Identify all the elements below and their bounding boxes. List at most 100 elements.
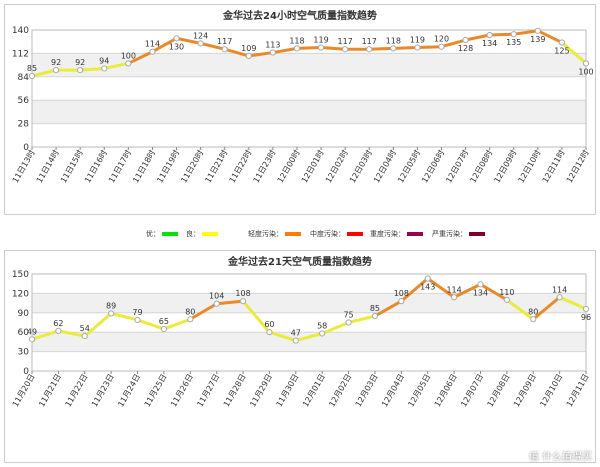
data-point xyxy=(345,319,352,326)
plot-band xyxy=(32,100,586,124)
data-label: 113 xyxy=(265,41,280,50)
plot-band xyxy=(32,123,586,147)
plot-area xyxy=(31,273,587,372)
data-label: 89 xyxy=(106,301,116,310)
data-point xyxy=(503,296,510,303)
data-label: 134 xyxy=(473,288,488,297)
data-point xyxy=(414,44,421,51)
legend-swatch xyxy=(162,232,178,236)
y-tick-label: 84 xyxy=(18,73,30,83)
series-line-segment xyxy=(30,68,58,78)
data-label: 114 xyxy=(552,285,567,294)
legend-swatch xyxy=(469,232,485,236)
legend-item: 中度污染： xyxy=(310,226,365,242)
data-label: 58 xyxy=(317,321,327,330)
data-label: 92 xyxy=(51,58,61,67)
data-point xyxy=(319,330,326,337)
data-label: 62 xyxy=(53,319,63,328)
plot-area xyxy=(31,29,587,148)
series-line-segment xyxy=(294,331,324,343)
data-label: 60 xyxy=(264,320,274,329)
data-point xyxy=(486,31,493,39)
series-line-segment xyxy=(373,299,403,318)
data-label: 118 xyxy=(386,36,401,45)
data-label: 139 xyxy=(530,35,545,44)
data-label: 125 xyxy=(554,47,569,56)
data-label: 130 xyxy=(169,42,184,51)
data-label: 80 xyxy=(528,307,538,316)
data-point xyxy=(390,45,397,52)
data-label: 114 xyxy=(145,40,160,49)
data-label: 110 xyxy=(499,288,514,297)
legend-label: 严重污染： xyxy=(432,230,467,238)
data-point xyxy=(398,298,405,305)
y-tick-label: 112 xyxy=(12,49,29,59)
data-label: 117 xyxy=(362,37,377,46)
data-point xyxy=(371,312,379,320)
data-point xyxy=(125,60,132,67)
series-line-segment xyxy=(241,299,271,334)
legend-label: 良： xyxy=(186,230,200,238)
data-label: 119 xyxy=(410,36,425,45)
y-tick-label: 150 xyxy=(12,270,29,280)
series-line-segment xyxy=(531,295,562,321)
legend-swatch xyxy=(347,232,363,236)
plot-band xyxy=(32,53,586,77)
data-point xyxy=(293,45,301,52)
legend-item: 轻度污染： xyxy=(248,226,303,242)
legend-item: 重度污染： xyxy=(370,226,425,242)
y-tick-label: 120 xyxy=(12,289,29,299)
data-label: 134 xyxy=(482,39,497,48)
series-line-segment xyxy=(347,314,377,324)
series-line-segment xyxy=(295,46,323,50)
data-label: 109 xyxy=(241,44,256,53)
series-line-segment xyxy=(426,277,456,299)
data-point xyxy=(424,275,431,282)
series-line-segment xyxy=(162,317,192,331)
data-label: 79 xyxy=(132,308,142,317)
legend-label: 中度污染： xyxy=(310,230,345,238)
series-line-segment xyxy=(56,329,87,338)
y-tick-label: 90 xyxy=(18,309,30,319)
data-label: 65 xyxy=(159,317,169,326)
series-line-segment xyxy=(78,66,106,72)
data-point xyxy=(81,332,88,340)
series-line-segment xyxy=(558,295,588,311)
series-line-segment xyxy=(102,61,130,70)
data-point xyxy=(134,316,141,324)
data-point xyxy=(342,46,349,53)
y-tick-label: 60 xyxy=(18,328,30,338)
series-line-segment xyxy=(488,32,516,37)
data-point xyxy=(239,298,247,305)
chart-title: 金华过去21天空气质量指数趋势 xyxy=(227,255,372,268)
data-point xyxy=(197,40,204,47)
data-label: 108 xyxy=(394,289,409,298)
data-label: 128 xyxy=(458,44,473,53)
data-point xyxy=(556,294,563,301)
data-point xyxy=(266,329,273,336)
plot-band xyxy=(32,76,586,101)
series-line-segment xyxy=(391,46,419,50)
data-label: 135 xyxy=(506,38,521,47)
data-label: 49 xyxy=(27,327,37,336)
series-line-segment xyxy=(136,318,166,331)
data-point xyxy=(558,39,566,46)
series-line-segment xyxy=(320,321,351,335)
data-label: 124 xyxy=(193,31,208,40)
data-label: 85 xyxy=(27,64,37,73)
data-point xyxy=(149,48,156,55)
data-label: 92 xyxy=(75,58,85,67)
series-line-segment xyxy=(512,29,540,36)
y-tick-label: 140 xyxy=(12,26,29,36)
data-point xyxy=(173,35,180,42)
series-line-segment xyxy=(126,50,154,65)
data-point xyxy=(221,46,228,53)
data-label: 85 xyxy=(370,304,380,313)
data-point xyxy=(534,27,541,34)
series-line-segment xyxy=(267,330,298,343)
data-label: 54 xyxy=(80,324,90,333)
data-point xyxy=(366,46,373,53)
plot-band xyxy=(32,351,586,371)
series-line-segment xyxy=(319,46,347,51)
